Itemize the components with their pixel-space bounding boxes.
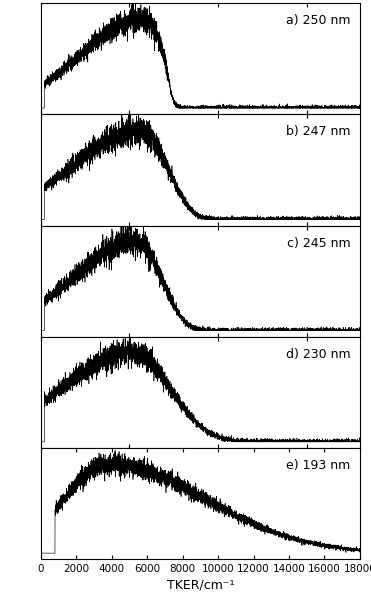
Text: e) 193 nm: e) 193 nm: [286, 459, 350, 472]
Text: a) 250 nm: a) 250 nm: [286, 14, 350, 27]
Text: b) 247 nm: b) 247 nm: [286, 125, 350, 139]
X-axis label: TKER/cm⁻¹: TKER/cm⁻¹: [167, 578, 234, 592]
Text: d) 230 nm: d) 230 nm: [286, 348, 350, 361]
Text: c) 245 nm: c) 245 nm: [287, 237, 350, 250]
